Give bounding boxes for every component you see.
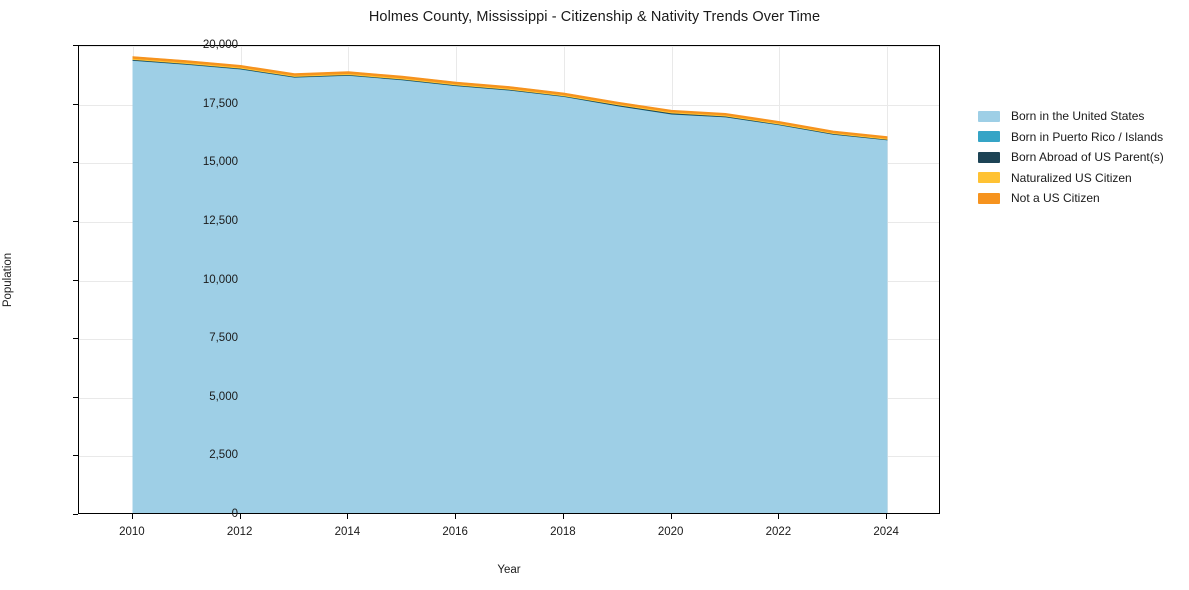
y-axis-tick-mark: [73, 514, 78, 515]
stacked-area-series: [132, 56, 888, 513]
x-axis-tick-label: 2016: [442, 526, 468, 538]
legend-item-label: Born Abroad of US Parent(s): [1011, 150, 1164, 165]
y-axis-tick-label: 15,000: [202, 156, 238, 169]
legend-swatch: [978, 172, 1000, 184]
legend-item-label: Naturalized US Citizen: [1011, 170, 1132, 185]
y-axis-tick-mark: [73, 220, 78, 222]
legend-item[interactable]: Born in the United States: [978, 106, 1164, 127]
x-axis-tick-mark: [886, 514, 888, 519]
y-axis-tick-mark: [73, 455, 78, 457]
x-axis-tick-label: 2012: [226, 526, 253, 538]
x-axis-tick-mark: [455, 514, 457, 519]
chart-legend: Born in the United States Born in Puerto …: [978, 106, 1164, 209]
x-axis-tick-mark: [670, 514, 672, 519]
x-axis-tick-label: 2020: [657, 526, 684, 538]
y-axis-tick-label: 2,500: [209, 449, 238, 462]
x-axis-tick-label: 2018: [550, 526, 576, 538]
y-axis-tick-mark: [73, 103, 78, 105]
x-axis-tick-mark: [347, 514, 349, 519]
y-axis-tick-mark: [73, 279, 78, 281]
y-axis-tick-mark: [73, 396, 78, 398]
x-axis-tick-label: 2024: [873, 526, 899, 538]
legend-item-label: Not a US Citizen: [1011, 191, 1100, 206]
x-axis-tick-label: 2014: [334, 526, 361, 538]
legend-item-label: Born in Puerto Rico / Islands: [1011, 129, 1164, 144]
gridline-horizontal: [79, 46, 939, 47]
chart-title: Holmes County, Mississippi - Citizenship…: [368, 9, 821, 25]
legend-item[interactable]: Not a US Citizen: [978, 188, 1164, 209]
x-axis-title: Year: [497, 564, 521, 576]
legend-swatch: [978, 131, 1000, 143]
y-axis-tick-label: 12,500: [202, 214, 238, 227]
legend-item-label: Born in the United States: [1011, 109, 1145, 124]
y-axis-tick-label: 7,500: [209, 332, 238, 345]
plot-inner: [79, 46, 939, 513]
area-band: [132, 60, 888, 513]
x-axis-tick-label: 2022: [765, 526, 792, 538]
x-axis-tick-mark: [562, 514, 564, 519]
y-axis-tick-label: 17,500: [202, 97, 238, 110]
gridline-vertical: [887, 46, 889, 513]
x-axis-tick-mark: [131, 514, 133, 519]
y-axis-tick-label: 10,000: [202, 273, 238, 286]
plot-area: [78, 45, 940, 514]
y-axis-tick-label: 5,000: [209, 390, 238, 403]
area-band: [132, 56, 888, 139]
y-axis-tick-mark: [73, 45, 78, 46]
legend-swatch: [978, 151, 1000, 163]
legend-item[interactable]: Naturalized US Citizen: [978, 168, 1164, 189]
legend-item[interactable]: Born Abroad of US Parent(s): [978, 147, 1164, 168]
legend-swatch: [978, 192, 1000, 204]
y-axis-tick-mark: [73, 338, 78, 340]
x-axis-tick-label: 2010: [119, 526, 145, 538]
y-axis-tick-label: 0: [231, 508, 238, 520]
legend-swatch: [978, 110, 1000, 122]
x-axis-tick-mark: [239, 514, 241, 519]
y-axis-tick-label: 20,000: [202, 39, 238, 51]
y-axis-title: Population: [2, 252, 14, 308]
legend-item[interactable]: Born in Puerto Rico / Islands: [978, 127, 1164, 148]
x-axis-tick-mark: [778, 514, 780, 519]
y-axis-tick-mark: [73, 162, 78, 164]
